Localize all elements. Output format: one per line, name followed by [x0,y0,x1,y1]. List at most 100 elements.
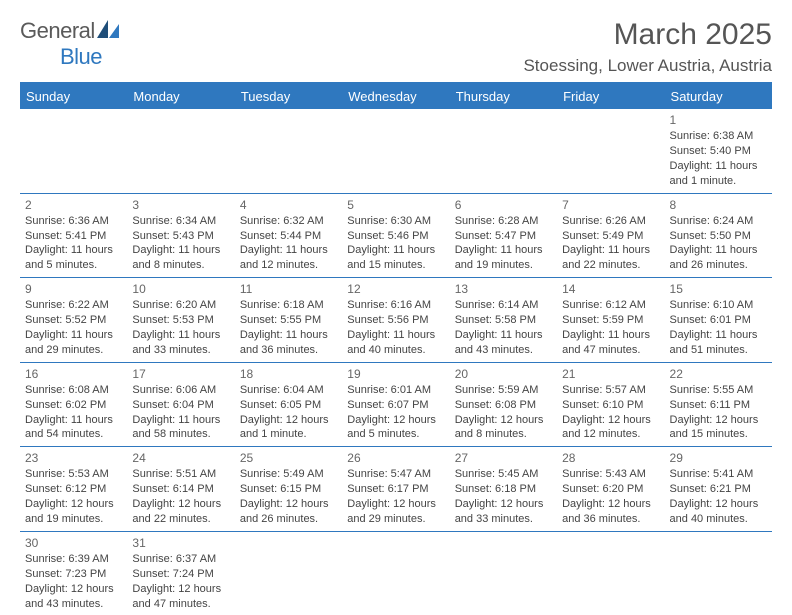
daylight-line: Daylight: 12 hours and 33 minutes. [455,497,552,527]
calendar-week-row: 9Sunrise: 6:22 AMSunset: 5:52 PMDaylight… [20,278,772,363]
calendar-week-row: 16Sunrise: 6:08 AMSunset: 6:02 PMDayligh… [20,362,772,447]
daylight-line: Daylight: 12 hours and 36 minutes. [562,497,659,527]
calendar-empty-cell [127,109,234,193]
calendar-day-cell: 26Sunrise: 5:47 AMSunset: 6:17 PMDayligh… [342,447,449,532]
day-number: 23 [25,450,122,466]
daylight-line: Daylight: 11 hours and 29 minutes. [25,328,122,358]
sunset-line: Sunset: 6:17 PM [347,482,444,497]
sunrise-line: Sunrise: 5:53 AM [25,467,122,482]
day-number: 6 [455,197,552,213]
day-number: 19 [347,366,444,382]
sunrise-line: Sunrise: 6:08 AM [25,383,122,398]
calendar-day-cell: 18Sunrise: 6:04 AMSunset: 6:05 PMDayligh… [235,362,342,447]
day-number: 5 [347,197,444,213]
day-number: 31 [132,535,229,551]
daylight-line: Daylight: 11 hours and 51 minutes. [670,328,767,358]
daylight-line: Daylight: 11 hours and 33 minutes. [132,328,229,358]
daylight-line: Daylight: 11 hours and 22 minutes. [562,243,659,273]
calendar-empty-cell [450,531,557,615]
day-number: 30 [25,535,122,551]
sunrise-line: Sunrise: 6:14 AM [455,298,552,313]
sunset-line: Sunset: 5:53 PM [132,313,229,328]
header: General Blue March 2025 Stoessing, Lower… [20,18,772,76]
sunset-line: Sunset: 5:50 PM [670,229,767,244]
sunrise-line: Sunrise: 6:04 AM [240,383,337,398]
calendar-day-cell: 2Sunrise: 6:36 AMSunset: 5:41 PMDaylight… [20,193,127,278]
daylight-line: Daylight: 11 hours and 1 minute. [670,159,767,189]
sunset-line: Sunset: 6:15 PM [240,482,337,497]
sunset-line: Sunset: 6:20 PM [562,482,659,497]
weekday-header: Monday [127,84,234,109]
sunset-line: Sunset: 6:10 PM [562,398,659,413]
sunset-line: Sunset: 5:43 PM [132,229,229,244]
sunrise-line: Sunrise: 5:59 AM [455,383,552,398]
daylight-line: Daylight: 12 hours and 5 minutes. [347,413,444,443]
calendar-empty-cell [342,109,449,193]
sunset-line: Sunset: 5:55 PM [240,313,337,328]
weekday-header: Tuesday [235,84,342,109]
day-number: 16 [25,366,122,382]
sunrise-line: Sunrise: 5:45 AM [455,467,552,482]
calendar-empty-cell [235,531,342,615]
daylight-line: Daylight: 12 hours and 29 minutes. [347,497,444,527]
day-number: 12 [347,281,444,297]
sunrise-line: Sunrise: 5:49 AM [240,467,337,482]
daylight-line: Daylight: 11 hours and 26 minutes. [670,243,767,273]
sunrise-line: Sunrise: 6:30 AM [347,214,444,229]
calendar-day-cell: 4Sunrise: 6:32 AMSunset: 5:44 PMDaylight… [235,193,342,278]
calendar-header-row: SundayMondayTuesdayWednesdayThursdayFrid… [20,84,772,109]
sunset-line: Sunset: 6:21 PM [670,482,767,497]
day-number: 27 [455,450,552,466]
calendar-empty-cell [557,531,664,615]
day-number: 1 [670,112,767,128]
sunrise-line: Sunrise: 6:18 AM [240,298,337,313]
brand-name-part1: General [20,18,95,43]
sunset-line: Sunset: 6:07 PM [347,398,444,413]
sunrise-line: Sunrise: 5:51 AM [132,467,229,482]
daylight-line: Daylight: 11 hours and 47 minutes. [562,328,659,358]
day-number: 13 [455,281,552,297]
sunset-line: Sunset: 6:05 PM [240,398,337,413]
page-title: March 2025 [523,18,772,52]
sunrise-line: Sunrise: 6:32 AM [240,214,337,229]
calendar-day-cell: 14Sunrise: 6:12 AMSunset: 5:59 PMDayligh… [557,278,664,363]
calendar-day-cell: 13Sunrise: 6:14 AMSunset: 5:58 PMDayligh… [450,278,557,363]
sunset-line: Sunset: 5:44 PM [240,229,337,244]
calendar-day-cell: 19Sunrise: 6:01 AMSunset: 6:07 PMDayligh… [342,362,449,447]
calendar-day-cell: 3Sunrise: 6:34 AMSunset: 5:43 PMDaylight… [127,193,234,278]
weekday-header: Saturday [665,84,772,109]
calendar-day-cell: 21Sunrise: 5:57 AMSunset: 6:10 PMDayligh… [557,362,664,447]
sunrise-line: Sunrise: 6:12 AM [562,298,659,313]
daylight-line: Daylight: 12 hours and 47 minutes. [132,582,229,612]
sunrise-line: Sunrise: 6:20 AM [132,298,229,313]
daylight-line: Daylight: 11 hours and 12 minutes. [240,243,337,273]
sunset-line: Sunset: 6:14 PM [132,482,229,497]
weekday-header: Sunday [20,84,127,109]
day-number: 3 [132,197,229,213]
calendar-day-cell: 11Sunrise: 6:18 AMSunset: 5:55 PMDayligh… [235,278,342,363]
sunset-line: Sunset: 5:59 PM [562,313,659,328]
calendar-day-cell: 16Sunrise: 6:08 AMSunset: 6:02 PMDayligh… [20,362,127,447]
calendar-empty-cell [342,531,449,615]
sunset-line: Sunset: 6:04 PM [132,398,229,413]
calendar-day-cell: 22Sunrise: 5:55 AMSunset: 6:11 PMDayligh… [665,362,772,447]
calendar-week-row: 2Sunrise: 6:36 AMSunset: 5:41 PMDaylight… [20,193,772,278]
daylight-line: Daylight: 11 hours and 5 minutes. [25,243,122,273]
day-number: 11 [240,281,337,297]
daylight-line: Daylight: 12 hours and 40 minutes. [670,497,767,527]
calendar-day-cell: 5Sunrise: 6:30 AMSunset: 5:46 PMDaylight… [342,193,449,278]
day-number: 22 [670,366,767,382]
daylight-line: Daylight: 11 hours and 43 minutes. [455,328,552,358]
day-number: 26 [347,450,444,466]
calendar-day-cell: 28Sunrise: 5:43 AMSunset: 6:20 PMDayligh… [557,447,664,532]
day-number: 4 [240,197,337,213]
sunrise-line: Sunrise: 6:16 AM [347,298,444,313]
sunset-line: Sunset: 5:56 PM [347,313,444,328]
calendar-empty-cell [450,109,557,193]
calendar-day-cell: 20Sunrise: 5:59 AMSunset: 6:08 PMDayligh… [450,362,557,447]
day-number: 17 [132,366,229,382]
calendar-week-row: 1Sunrise: 6:38 AMSunset: 5:40 PMDaylight… [20,109,772,193]
brand-sail-icon [97,18,119,44]
daylight-line: Daylight: 11 hours and 15 minutes. [347,243,444,273]
calendar-day-cell: 29Sunrise: 5:41 AMSunset: 6:21 PMDayligh… [665,447,772,532]
